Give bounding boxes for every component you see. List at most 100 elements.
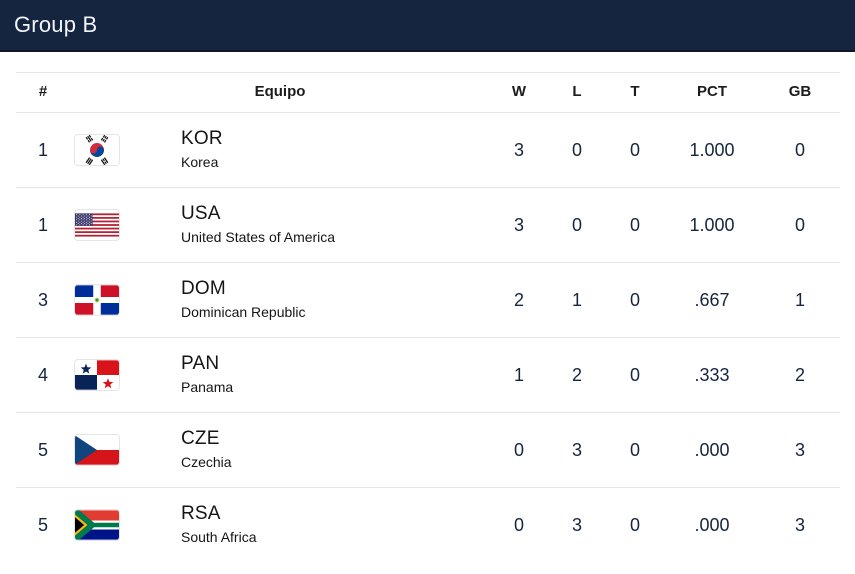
table-row[interactable]: 3 DOM Dominican Republic 2 1 0 .667 1 <box>16 262 840 338</box>
column-header-rank[interactable]: # <box>16 72 70 113</box>
standings-table: # Equipo W L T PCT GB 1 <box>16 72 840 562</box>
team-cell-content: KOR Korea <box>71 128 489 172</box>
wins-cell-value: 3 <box>513 139 524 160</box>
team-full-name: South Africa <box>181 528 257 545</box>
flag-dom-icon <box>75 285 119 315</box>
column-header-team[interactable]: Equipo <box>70 72 490 113</box>
rank-cell: 5 <box>16 488 70 563</box>
team-cell[interactable]: KOR Korea <box>70 112 490 188</box>
losses-cell: 1 <box>548 262 606 338</box>
pct-cell-value: .333 <box>694 364 730 385</box>
wins-cell: 1 <box>490 337 548 413</box>
team-cell-content: PAN Panama <box>71 353 489 397</box>
team-cell[interactable]: USA United States of America <box>70 187 490 263</box>
losses-cell-value: 1 <box>571 289 582 310</box>
rank-cell: 1 <box>16 112 70 188</box>
losses-cell-value: 3 <box>571 514 582 535</box>
column-header-losses[interactable]: L <box>548 72 606 113</box>
team-cell-content: DOM Dominican Republic <box>71 278 489 322</box>
rank-value: 1 <box>37 139 48 160</box>
wins-cell: 3 <box>490 187 548 263</box>
column-header-pct[interactable]: PCT <box>664 72 760 113</box>
rank-cell: 1 <box>16 187 70 263</box>
pct-cell: .667 <box>664 262 760 338</box>
column-header-wins[interactable]: W <box>490 72 548 113</box>
losses-cell: 3 <box>548 412 606 488</box>
team-cell[interactable]: RSA South Africa <box>70 488 490 563</box>
gb-cell: 0 <box>760 187 840 263</box>
team-cell-content: USA United States of America <box>71 203 489 247</box>
team-names: KOR Korea <box>129 128 223 172</box>
team-abbreviation: KOR <box>181 128 223 150</box>
flag-pan-icon <box>75 360 119 390</box>
pct-cell: .000 <box>664 412 760 488</box>
ties-cell-value: 0 <box>629 439 640 460</box>
ties-cell-value: 0 <box>629 289 640 310</box>
ties-cell-value: 0 <box>629 139 640 160</box>
losses-cell-value: 2 <box>571 364 582 385</box>
losses-cell-value: 0 <box>571 214 582 235</box>
wins-cell-value: 2 <box>513 289 524 310</box>
standings-table-body: 1 KOR Korea 3 0 0 1.000 0 1 <box>16 112 840 563</box>
flag-usa-icon <box>75 210 119 240</box>
group-header-bar: Group B <box>0 0 855 52</box>
team-names: USA United States of America <box>129 203 335 247</box>
team-full-name: Czechia <box>181 453 232 470</box>
team-abbreviation: PAN <box>181 353 220 375</box>
flag-cze-icon <box>75 435 119 465</box>
losses-cell-value: 3 <box>571 439 582 460</box>
team-full-name: Panama <box>181 378 234 395</box>
losses-cell: 0 <box>548 187 606 263</box>
table-header-row: # Equipo W L T PCT GB <box>16 72 840 113</box>
team-abbreviation: CZE <box>181 428 220 450</box>
team-cell-content: CZE Czechia <box>71 428 489 472</box>
standings-table-head: # Equipo W L T PCT GB <box>16 72 840 113</box>
rank-value: 4 <box>37 364 48 385</box>
ties-cell-value: 0 <box>629 214 640 235</box>
table-row[interactable]: 4 PAN Panama 1 2 0 .333 2 <box>16 337 840 413</box>
ties-cell: 0 <box>606 112 664 188</box>
gb-cell: 2 <box>760 337 840 413</box>
team-abbreviation: DOM <box>181 278 226 300</box>
table-row[interactable]: 5 CZE Czechia 0 3 0 .000 3 <box>16 412 840 488</box>
standings-table-wrap: # Equipo W L T PCT GB 1 <box>0 52 855 562</box>
gb-cell: 1 <box>760 262 840 338</box>
pct-cell: 1.000 <box>664 112 760 188</box>
flag-holder <box>71 435 129 465</box>
pct-cell-value: .000 <box>694 439 730 460</box>
column-header-gb[interactable]: GB <box>760 72 840 113</box>
table-row[interactable]: 1 KOR Korea 3 0 0 1.000 0 <box>16 112 840 188</box>
ties-cell: 0 <box>606 488 664 563</box>
pct-cell: .000 <box>664 488 760 563</box>
flag-holder <box>71 360 129 390</box>
rank-value: 3 <box>37 289 48 310</box>
column-header-ties[interactable]: T <box>606 72 664 113</box>
gb-cell-value: 2 <box>794 364 805 385</box>
losses-cell: 0 <box>548 112 606 188</box>
team-cell[interactable]: CZE Czechia <box>70 412 490 488</box>
gb-cell: 3 <box>760 412 840 488</box>
team-cell[interactable]: PAN Panama <box>70 337 490 413</box>
team-names: DOM Dominican Republic <box>129 278 306 322</box>
flag-holder <box>71 285 129 315</box>
flag-holder <box>71 210 129 240</box>
rank-cell: 3 <box>16 262 70 338</box>
table-row[interactable]: 5 RSA South Africa 0 3 0 .000 3 <box>16 488 840 563</box>
team-abbreviation: RSA <box>181 503 221 525</box>
team-cell[interactable]: DOM Dominican Republic <box>70 262 490 338</box>
gb-cell-value: 3 <box>794 439 805 460</box>
team-names: CZE Czechia <box>129 428 232 472</box>
team-full-name: United States of America <box>181 228 336 245</box>
wins-cell-value: 0 <box>513 514 524 535</box>
gb-cell-value: 3 <box>794 514 805 535</box>
wins-cell: 0 <box>490 412 548 488</box>
rank-cell: 5 <box>16 412 70 488</box>
ties-cell-value: 0 <box>629 364 640 385</box>
gb-cell-value: 0 <box>794 139 805 160</box>
losses-cell: 2 <box>548 337 606 413</box>
wins-cell-value: 3 <box>513 214 524 235</box>
team-abbreviation: USA <box>181 203 221 225</box>
rank-cell: 4 <box>16 337 70 413</box>
table-row[interactable]: 1 USA United States of America 3 0 0 1.000 0 <box>16 187 840 263</box>
team-names: RSA South Africa <box>129 503 257 547</box>
